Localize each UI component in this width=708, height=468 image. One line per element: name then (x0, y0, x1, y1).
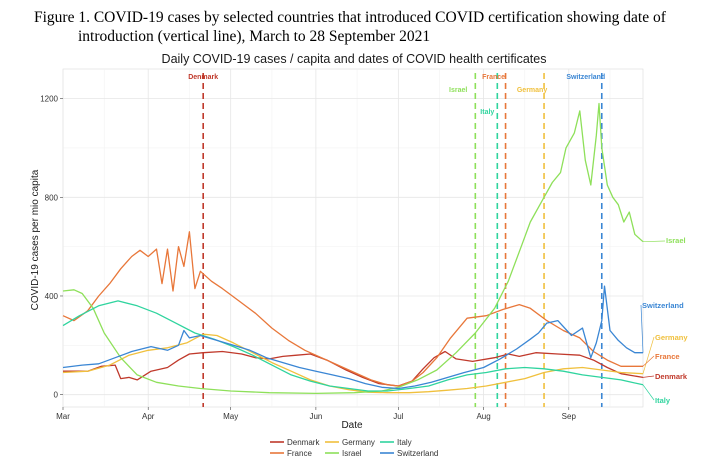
end-label-leader-italy (642, 384, 655, 401)
chart-title: Daily COVID-19 cases / capita and dates … (162, 52, 547, 66)
series-line-italy (62, 300, 644, 392)
x-tick-label: Apr (142, 412, 155, 421)
series-lines (62, 102, 644, 395)
grid-lines (62, 68, 644, 408)
y-tick-label: 0 (54, 391, 59, 400)
certificate-label-denmark: Denmark (188, 74, 218, 81)
end-label-leader-switzerland (640, 304, 644, 353)
x-tick-label: Jul (393, 412, 403, 421)
series-line-israel (62, 102, 644, 395)
series-line-switzerland (62, 285, 643, 390)
legend-label-switzerland: Switzerland (397, 449, 438, 458)
certificate-date-lines (202, 73, 603, 407)
certificate-label-israel: Israel (449, 87, 467, 94)
x-tick-label: May (223, 412, 238, 421)
certificate-label-switzerland: Switzerland (566, 74, 605, 81)
legend: Denmark France Germany Israel Italy Switzerla… (270, 438, 438, 458)
end-label-italy: Italy (655, 396, 671, 405)
series-line-germany (62, 333, 644, 394)
end-label-leader-germany (642, 336, 655, 374)
caption-line-2: introduction (vertical line), March to 2… (78, 28, 431, 45)
end-label-leader-israel (642, 240, 666, 243)
end-label-france: France (655, 352, 680, 361)
legend-label-denmark: Denmark (287, 438, 320, 447)
y-axis-label: COVID-19 cases per mio capita (30, 169, 41, 310)
x-tick-label: Sep (562, 412, 577, 421)
series-line-france (62, 231, 643, 387)
certificate-label-italy: Italy (480, 109, 494, 116)
end-label-leader-denmark (642, 375, 655, 378)
legend-label-germany: Germany (342, 438, 375, 447)
legend-label-israel: Israel (342, 449, 362, 458)
plot-panel (62, 68, 644, 408)
certificate-label-france: France (482, 74, 505, 81)
end-label-germany: Germany (655, 333, 688, 342)
end-label-israel: Israel (666, 236, 686, 245)
y-tick-label: 800 (45, 193, 59, 202)
caption-line-1: Figure 1. COVID-19 cases by selected cou… (34, 9, 666, 26)
line-labels: Denmark France Israel Germany Italy Switzerla… (188, 74, 688, 405)
certificate-label-germany: Germany (517, 87, 547, 94)
y-tick-label: 400 (45, 292, 59, 301)
y-tick-label: 1200 (40, 95, 58, 104)
end-label-leader-france (642, 355, 655, 367)
x-tick-label: Aug (476, 412, 490, 421)
end-label-denmark: Denmark (655, 372, 688, 381)
end-label-switzerland: Switzerland (642, 301, 684, 310)
x-tick-label: Mar (56, 412, 70, 421)
x-axis-label: Date (341, 420, 363, 431)
legend-label-italy: Italy (397, 438, 412, 447)
axes: Mar Apr May Jun Jul Aug Sep 0 400 800 1200 (40, 95, 576, 421)
x-tick-label: Jun (309, 412, 322, 421)
legend-label-france: France (287, 449, 312, 458)
figure-caption: Figure 1. COVID-19 cases by selected cou… (34, 8, 704, 46)
